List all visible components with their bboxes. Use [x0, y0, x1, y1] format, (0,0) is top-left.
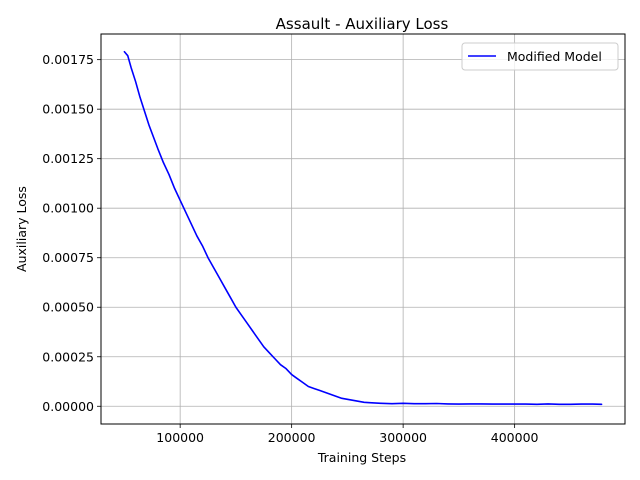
y-tick-label: 0.00050 [42, 300, 94, 315]
grid [101, 34, 625, 424]
chart-title: Assault - Auxiliary Loss [276, 15, 449, 33]
plot-area [101, 34, 625, 424]
y-tick-label: 0.00025 [42, 349, 94, 364]
legend-label-modified-model: Modified Model [507, 49, 602, 64]
y-tick-label: 0.00000 [42, 399, 94, 414]
y-tick-label: 0.00100 [42, 201, 94, 216]
legend-box [461, 42, 619, 71]
legend: Modified Model [461, 42, 619, 71]
x-axis-label: Training Steps [317, 450, 406, 465]
x-tick-label: 400000 [491, 430, 539, 445]
ticks: 100000 200000 300000 400000 0.00000 0.00025 0.… [42, 52, 538, 445]
series-line-modified-model [123, 50, 603, 406]
y-tick-label: 0.00075 [42, 250, 94, 265]
y-axis-label: Auxiliary Loss [14, 186, 29, 272]
y-tick-label: 0.00125 [42, 151, 94, 166]
plot-frame [100, 33, 626, 425]
x-tick-label: 100000 [156, 430, 204, 445]
series-layer [123, 50, 603, 406]
x-tick-label: 200000 [268, 430, 316, 445]
x-tick-label: 300000 [379, 430, 427, 445]
y-tick-label: 0.00175 [42, 52, 94, 67]
y-tick-label: 0.00150 [42, 102, 94, 117]
